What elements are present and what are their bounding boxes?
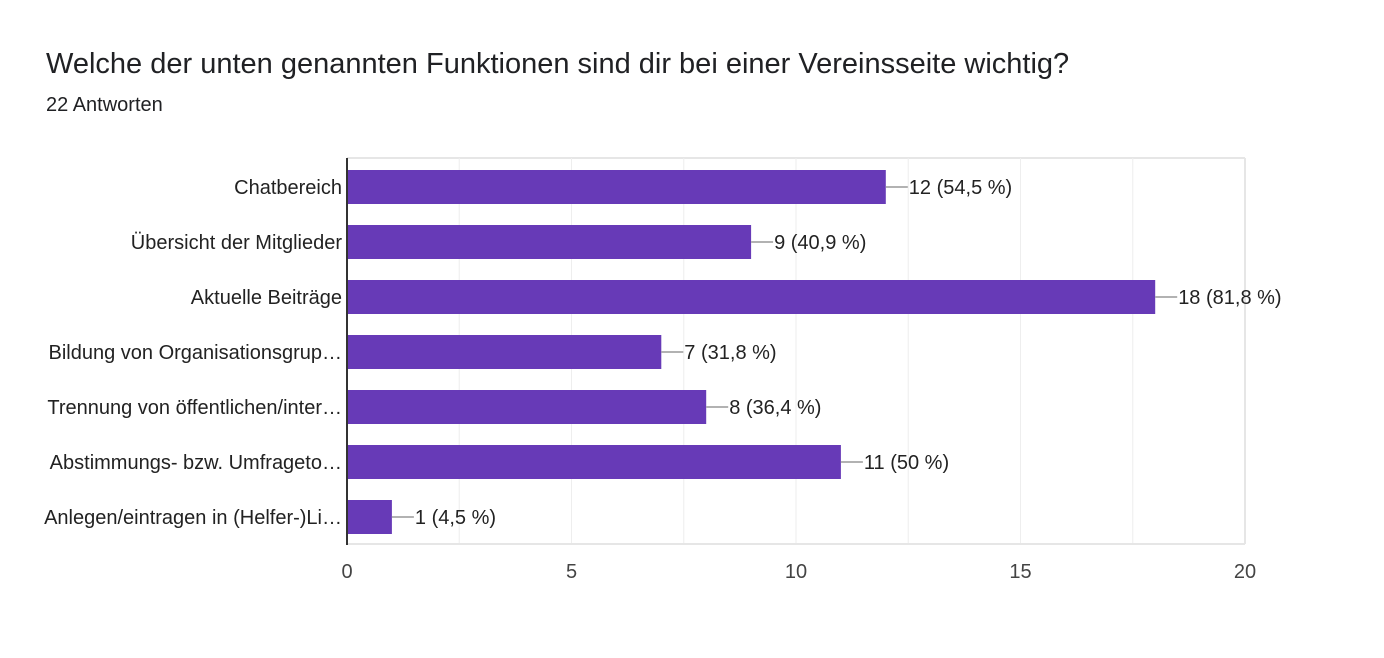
x-tick-label: 10 (785, 561, 807, 583)
x-tick-label: 20 (1234, 561, 1256, 583)
value-label: 11 (50 %) (864, 452, 949, 474)
category-label: Bildung von Organisationsgrup… (48, 342, 342, 364)
response-count: 22 Antworten (46, 94, 163, 116)
x-tick-label: 15 (1009, 561, 1031, 583)
x-tick-label: 5 (566, 561, 577, 583)
value-label: 7 (31,8 %) (684, 342, 776, 364)
category-label: Trennung von öffentlichen/inter… (47, 397, 342, 419)
bar (347, 390, 707, 424)
bar (347, 225, 752, 259)
category-label: Abstimmungs- bzw. Umfrageto… (50, 452, 342, 474)
bar (347, 170, 886, 204)
chart-title: Welche der unten genannten Funktionen si… (46, 48, 1070, 80)
value-label: 1 (4,5 %) (415, 507, 496, 529)
category-label: Anlegen/eintragen in (Helfer-)Li… (44, 507, 342, 529)
bar (347, 280, 1156, 314)
value-label: 12 (54,5 %) (909, 177, 1012, 199)
value-label: 9 (40,9 %) (774, 232, 866, 254)
bar (347, 500, 392, 534)
value-label: 8 (36,4 %) (729, 397, 821, 419)
category-label: Chatbereich (234, 177, 342, 199)
value-label: 18 (81,8 %) (1178, 287, 1281, 309)
bar (347, 445, 841, 479)
bar (347, 335, 662, 369)
category-label: Übersicht der Mitglieder (131, 232, 343, 254)
category-label: Aktuelle Beiträge (191, 287, 342, 309)
x-tick-label: 0 (341, 561, 352, 583)
